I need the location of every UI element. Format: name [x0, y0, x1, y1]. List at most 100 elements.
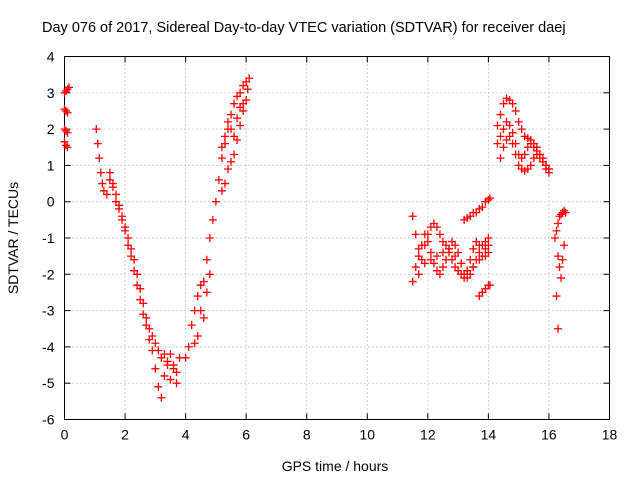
data-point	[551, 234, 559, 242]
data-point	[102, 190, 111, 199]
data-point	[469, 244, 478, 253]
data-point	[414, 252, 423, 261]
data-point	[105, 168, 114, 177]
data-point	[451, 252, 460, 261]
data-point	[130, 255, 139, 264]
data-point	[166, 350, 175, 359]
data-point	[227, 110, 236, 119]
data-point	[230, 150, 239, 159]
series-descent-upper	[105, 168, 181, 377]
data-point	[217, 154, 226, 163]
data-points	[60, 74, 570, 402]
data-point	[187, 321, 196, 330]
series-afternoon-rise	[460, 194, 494, 224]
data-point	[485, 194, 494, 203]
data-point	[169, 361, 178, 370]
data-point	[442, 255, 450, 264]
data-point	[499, 99, 508, 108]
data-point	[208, 215, 217, 224]
series-recovery	[181, 74, 254, 362]
data-point	[202, 288, 211, 297]
data-point	[560, 241, 569, 250]
x-tick-label: 6	[242, 427, 250, 443]
data-point	[62, 106, 71, 115]
y-tick-label: -5	[42, 375, 55, 391]
y-tick-label: -4	[42, 339, 55, 355]
data-point	[202, 255, 211, 264]
data-point	[157, 393, 166, 402]
data-point	[526, 161, 535, 170]
data-point	[411, 263, 420, 272]
data-point	[217, 186, 226, 195]
data-point	[484, 234, 493, 242]
data-point	[529, 154, 538, 163]
y-tick-label: 4	[47, 49, 55, 65]
x-tick-label: 0	[61, 427, 69, 443]
data-point	[457, 259, 466, 268]
data-point	[463, 266, 472, 275]
data-point	[508, 139, 517, 148]
data-point	[121, 223, 130, 232]
data-point	[224, 117, 232, 126]
x-tick-label: 4	[182, 427, 190, 443]
data-point	[145, 324, 154, 333]
data-point	[108, 179, 117, 188]
data-point	[508, 99, 517, 108]
data-point	[63, 128, 72, 137]
series-afternoon-low	[475, 281, 494, 301]
data-point	[499, 125, 508, 134]
data-point	[558, 255, 567, 264]
data-point	[511, 150, 520, 159]
data-point	[485, 281, 494, 290]
data-point	[63, 143, 72, 152]
data-point	[127, 244, 136, 253]
data-point	[199, 277, 208, 286]
data-point	[554, 252, 563, 261]
data-point	[445, 244, 454, 253]
data-point	[220, 179, 229, 188]
data-point	[205, 270, 214, 279]
data-point	[514, 117, 523, 126]
data-point	[181, 353, 190, 362]
data-point	[151, 339, 160, 348]
data-point	[408, 277, 417, 286]
data-point	[554, 324, 563, 333]
data-point	[136, 284, 145, 293]
data-point	[62, 126, 71, 135]
x-tick-label: 16	[541, 427, 557, 443]
data-point	[417, 241, 426, 250]
data-point	[499, 143, 508, 152]
data-point	[205, 234, 214, 242]
data-point	[154, 346, 163, 355]
series-evening-peak-c	[496, 132, 553, 177]
data-point	[133, 270, 142, 279]
data-point	[199, 313, 208, 322]
data-point	[190, 339, 199, 348]
data-point	[478, 203, 487, 212]
data-point	[233, 114, 242, 123]
data-point	[239, 99, 248, 108]
data-point	[245, 74, 254, 83]
series-recovery-mid	[217, 99, 248, 152]
data-point	[435, 230, 444, 239]
data-point	[557, 273, 566, 282]
data-point	[98, 179, 107, 188]
data-point	[420, 259, 429, 268]
y-tick-label: -2	[42, 266, 55, 282]
x-tick-label: 2	[121, 427, 129, 443]
data-point	[475, 248, 484, 257]
data-point	[505, 132, 514, 141]
data-point	[124, 234, 133, 242]
data-point	[154, 382, 163, 391]
data-point	[163, 357, 172, 366]
series-early-start	[60, 83, 74, 152]
data-point	[236, 88, 245, 97]
data-point	[227, 125, 236, 134]
data-point	[115, 201, 123, 210]
data-point	[496, 110, 505, 119]
data-point	[62, 141, 71, 150]
x-tick-label: 18	[602, 427, 618, 443]
data-point	[96, 168, 105, 177]
y-tick-label: 2	[47, 121, 55, 137]
